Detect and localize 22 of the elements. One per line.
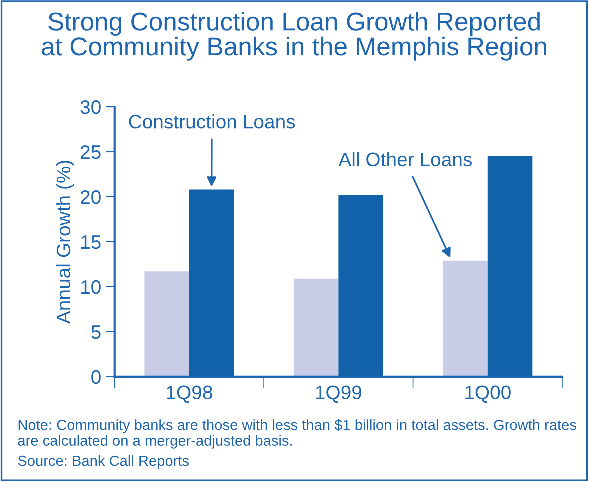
y-tick-label: 5 <box>92 326 101 340</box>
x-tick-label: 1Q99 <box>316 386 362 404</box>
text: All Other Loans <box>338 152 472 167</box>
y-tick-label: 30 <box>80 100 101 114</box>
y-tick-label: 15 <box>82 236 101 250</box>
y-axis-title: Annual Growth (%) <box>56 161 74 324</box>
bar <box>189 190 234 377</box>
y-tick-label: 20 <box>81 190 101 204</box>
y-tick-label: 25 <box>81 145 101 160</box>
source-note: Source: Bank Call Reports <box>18 455 189 470</box>
bar <box>144 272 190 377</box>
y-tick-label: 0 <box>92 370 101 384</box>
y-tick-label: 10 <box>82 280 101 294</box>
x-tick-label: 1Q00 <box>466 386 511 404</box>
text: Construction Loans <box>129 114 296 129</box>
x-tick-label: 1Q98 <box>167 386 212 404</box>
bar <box>294 278 339 377</box>
bar <box>338 195 384 377</box>
chart-title: Strong Construction Loan Growth Reported at Community Banks in the Memphis Region <box>42 12 546 61</box>
bar <box>488 156 533 377</box>
bar <box>443 260 488 377</box>
text: Note: Community banks are those with less than $1 billion in total assets. Growth rates are calculated on a merger-adjusted basis. <box>18 419 576 449</box>
